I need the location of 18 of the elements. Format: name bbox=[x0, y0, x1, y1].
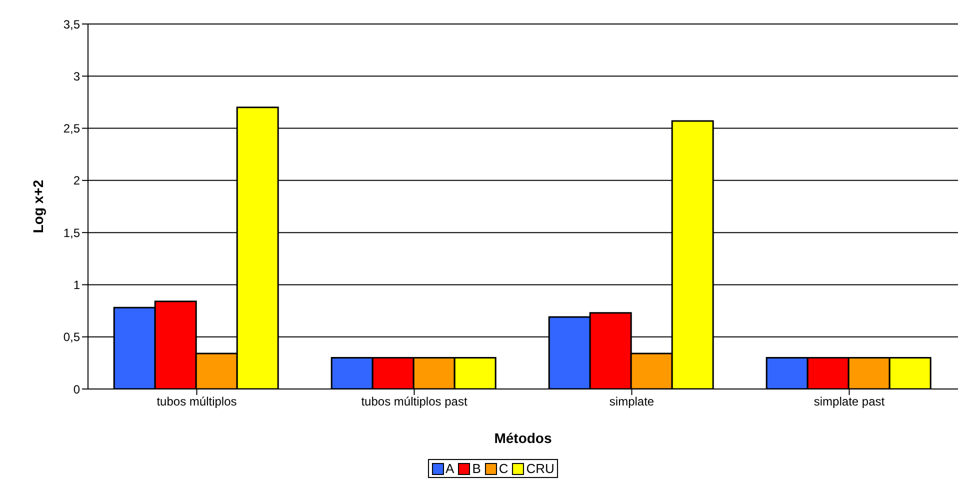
y-tick-label: 1,5 bbox=[63, 226, 80, 240]
x-axis-title: Métodos bbox=[494, 430, 552, 446]
y-tick-label: 1 bbox=[73, 278, 80, 292]
y-axis-title: Log x+2 bbox=[30, 180, 46, 234]
x-tick-label: tubos múltiplos past bbox=[361, 394, 468, 409]
x-tick-label: tubos múltiplos bbox=[156, 394, 237, 409]
x-tick-label: simplate bbox=[609, 394, 654, 409]
y-tick-label: 0,5 bbox=[63, 330, 80, 344]
y-tick-label: 2,5 bbox=[63, 122, 80, 136]
x-tick-label: simplate past bbox=[814, 394, 886, 409]
y-tick-label: 2 bbox=[73, 174, 80, 188]
legend-label: C bbox=[498, 461, 508, 476]
y-tick-label: 0 bbox=[73, 382, 80, 396]
legend-label: A bbox=[446, 461, 454, 476]
legend-label: B bbox=[472, 461, 481, 476]
legend-label: CRU bbox=[526, 461, 554, 476]
y-tick-label: 3,5 bbox=[63, 17, 80, 32]
y-tick-label: 3 bbox=[73, 69, 80, 84]
